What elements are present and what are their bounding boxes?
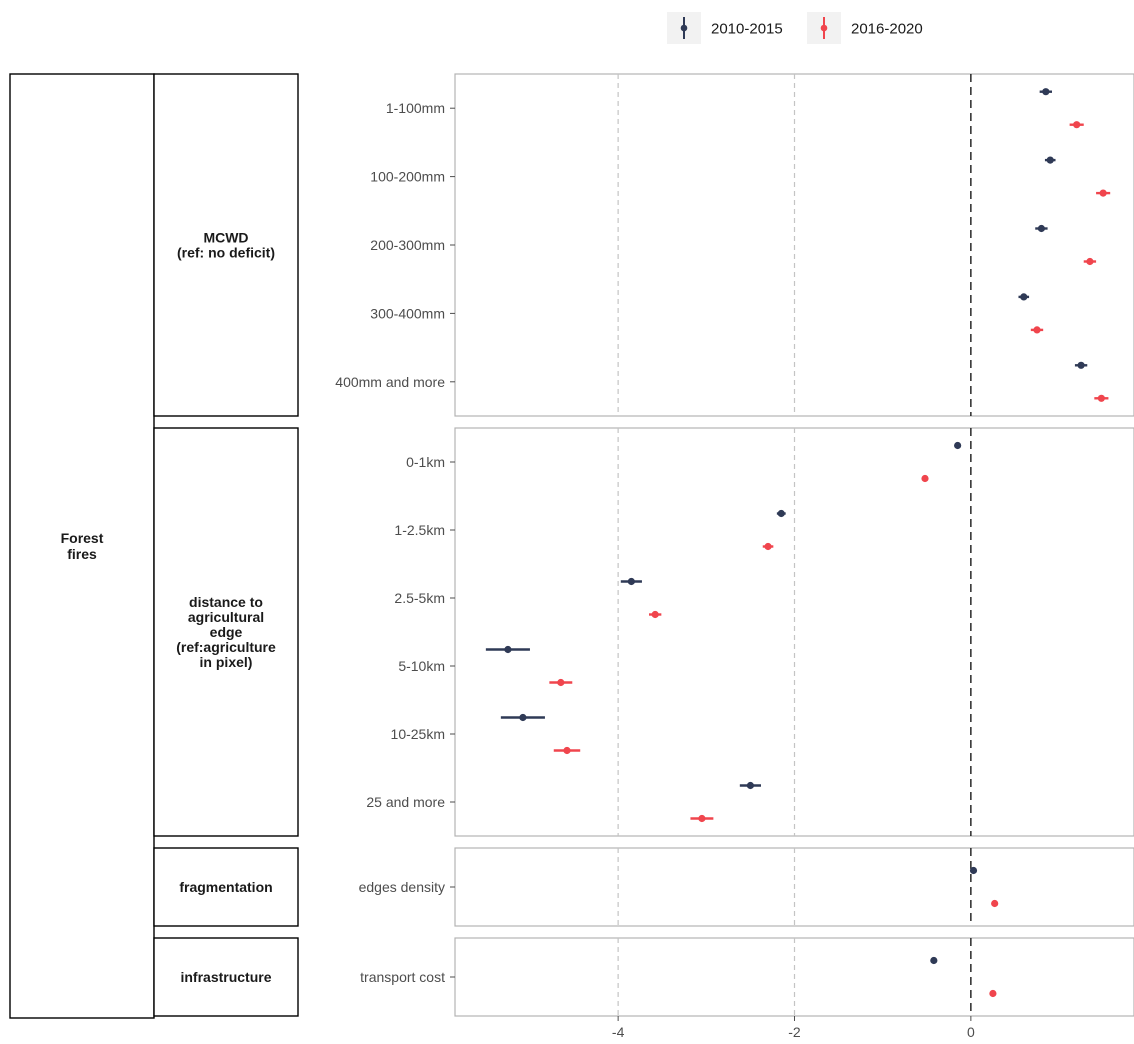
y-tick-label: edges density <box>359 879 445 895</box>
point-2010-2015 <box>746 781 755 790</box>
panel: transport cost <box>360 937 1134 1017</box>
y-tick-label: 5-10km <box>398 658 445 674</box>
point-2016-2020 <box>1033 326 1041 334</box>
panels: 1-100mm 100-200mm 200-300mm 300-400mm 400mm … <box>335 73 1134 1017</box>
legend: 2010-2015 2016-2020 <box>667 12 923 44</box>
outcome-strip <box>9 73 155 1019</box>
point-2016-2020 <box>651 610 659 619</box>
point-2010-2015 <box>519 713 527 722</box>
group-strip <box>153 73 299 417</box>
y-tick-label: 1-100mm <box>386 100 445 116</box>
y-tick-label: transport cost <box>360 969 445 985</box>
group-strip-label: fragmentation <box>179 879 272 895</box>
y-tick-label: 1-2.5km <box>394 522 445 538</box>
group-strips: MCWD (ref: no deficit) distance to agricult… <box>153 73 299 1017</box>
point-2010-2015 <box>1037 224 1046 233</box>
panel: 1-100mm 100-200mm 200-300mm 300-400mm 400mm … <box>335 73 1134 417</box>
point-2010-2015 <box>627 577 635 586</box>
point-2010-2015 <box>1077 361 1085 369</box>
point-2016-2020 <box>989 989 997 998</box>
point-2010-2015 <box>1046 156 1054 164</box>
point-2016-2020 <box>698 814 706 823</box>
group-strip <box>153 937 299 1017</box>
legend-key-point <box>680 24 688 32</box>
y-tick-label: 25 and more <box>366 794 445 810</box>
point-2010-2015 <box>930 956 938 965</box>
y-tick-label: 2.5-5km <box>394 590 445 606</box>
group-strip-label: MCWD (ref: no deficit) <box>177 230 275 261</box>
legend-label: 2010-2015 <box>711 21 783 38</box>
x-tick-label: 0 <box>967 1024 975 1040</box>
point-2016-2020 <box>1073 121 1081 129</box>
point-2016-2020 <box>1086 257 1094 266</box>
y-tick-label: 10-25km <box>391 726 445 742</box>
y-tick-label: 300-400mm <box>370 305 445 321</box>
legend-key-point <box>820 24 828 32</box>
group-strip-label: distance to agricultural edge (ref:agricult… <box>176 594 276 670</box>
x-tick-label: -2 <box>788 1024 801 1040</box>
point-2016-2020 <box>764 542 772 551</box>
y-tick-label: 100-200mm <box>370 169 445 185</box>
point-2016-2020 <box>991 899 999 908</box>
panel: edges density <box>359 847 1134 927</box>
outcome-label: Forest fires <box>61 530 104 562</box>
point-2010-2015 <box>1020 293 1028 301</box>
point-2010-2015 <box>504 645 512 654</box>
point-2010-2015 <box>954 441 962 450</box>
group-strip <box>153 427 299 837</box>
y-tick-label: 400mm and more <box>335 374 445 390</box>
point-2016-2020 <box>1099 189 1107 197</box>
y-tick-label: 0-1km <box>406 454 445 470</box>
point-2016-2020 <box>921 474 929 483</box>
point-2016-2020 <box>557 678 565 687</box>
group-strip-label: infrastructure <box>180 969 271 985</box>
point-2010-2015 <box>969 866 978 875</box>
point-2010-2015 <box>1042 88 1050 96</box>
x-tick-label: -4 <box>612 1024 625 1040</box>
group-strip <box>153 847 299 927</box>
point-2010-2015 <box>777 509 785 518</box>
point-2016-2020 <box>563 746 571 755</box>
y-tick-label: 200-300mm <box>370 237 445 253</box>
point-2016-2020 <box>1097 394 1105 402</box>
panel: 0-1km 1-2.5km 2.5-5km 5-10km 10-25km 25 and m… <box>366 427 1134 837</box>
x-axis: -4 -2 0 <box>612 1016 975 1040</box>
legend-label: 2016-2020 <box>851 21 923 38</box>
